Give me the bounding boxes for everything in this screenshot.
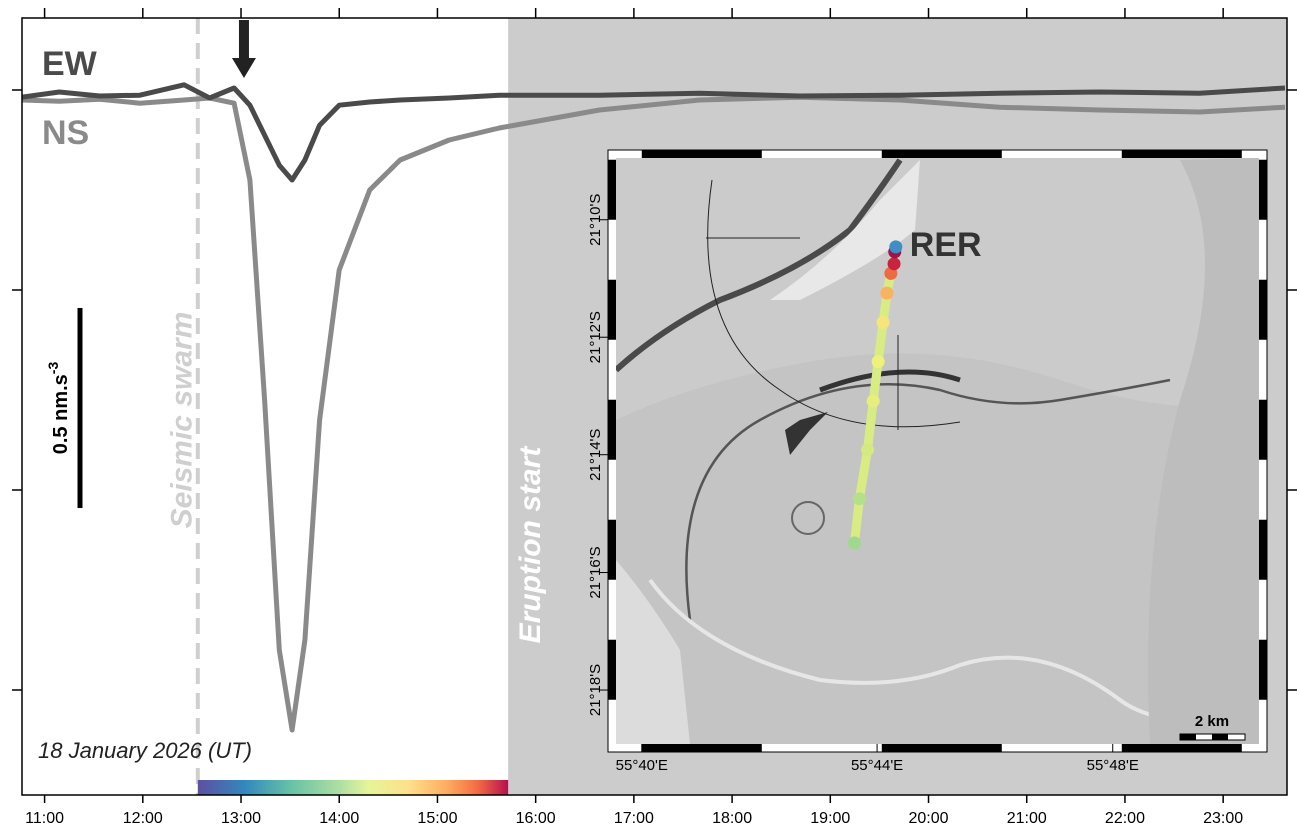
x-tick-label: 17:00 [614,810,654,827]
frame-bar [1259,160,1267,220]
frame-bar [1259,400,1267,460]
frame-bar [1122,744,1242,752]
frame-bar [642,744,762,752]
track-point [877,316,890,329]
frame-bar [608,160,616,220]
date-label: 18 January 2026 (UT) [38,738,252,763]
frame-bar [1259,640,1267,700]
map-scale-label: 2 km [1195,713,1229,730]
x-tick-label: 16:00 [516,810,556,827]
map-lon-label: 55°44'E [851,757,903,774]
map-scale [1180,734,1196,740]
x-tick-label: 18:00 [712,810,752,827]
map-lat-label: 21°10'S [587,194,604,246]
chart: 55°40'E 55°44'E 55°48'E 21°10'S 21°12'S 21°14… [0,0,1300,832]
x-tick-label: 23:00 [1203,810,1243,827]
map-lon-label: 55°48'E [1087,757,1139,774]
frame-bar [608,520,616,580]
map-lat-label: 21°12'S [587,311,604,363]
frame-bar [608,640,616,700]
page: {"chart_data":{ "type":"line", "x":[10.7… [0,0,1300,832]
frame-bar [642,150,762,158]
track-point [867,395,880,408]
frame-bar [1122,150,1242,158]
swarm-label: Seismic swarm [166,312,199,529]
scale-exponent: -3 [45,362,61,375]
x-tick-label: 20:00 [908,810,948,827]
x-tick-label: 12:00 [123,810,163,827]
track-point [872,355,885,368]
eruption-label: Eruption start [514,445,547,644]
colorbar [198,780,508,795]
frame-bar [608,280,616,340]
x-tick-label: 21:00 [1007,810,1047,827]
frame-bar [882,744,1002,752]
track-point [853,492,866,505]
frame-bar [1259,280,1267,340]
station-label: RER [910,226,982,264]
x-tick-label: 22:00 [1105,810,1145,827]
x-tick-label: 14:00 [319,810,359,827]
map-scale [1212,734,1228,740]
x-tick-label: 13:00 [221,810,261,827]
track-point [880,287,893,300]
map-lat-label: 21°18'S [587,664,604,716]
map-lat-label: 21°14'S [587,429,604,481]
track-point [889,240,902,253]
x-tick-label: 15:00 [417,810,457,827]
track-point [848,536,861,549]
series-label: EW [42,45,98,83]
frame-bar [1259,520,1267,580]
map-lon-label: 55°40'E [616,757,668,774]
track-point [861,443,874,456]
frame-bar [608,400,616,460]
track-point [888,257,901,270]
x-tick-label: 19:00 [810,810,850,827]
map-lat-label: 21°16'S [587,546,604,598]
series-label: NS [42,114,89,152]
x-tick-label: 11:00 [25,810,64,827]
frame-bar [882,150,1002,158]
scale-unit: 0.5 nm.s [50,374,72,454]
